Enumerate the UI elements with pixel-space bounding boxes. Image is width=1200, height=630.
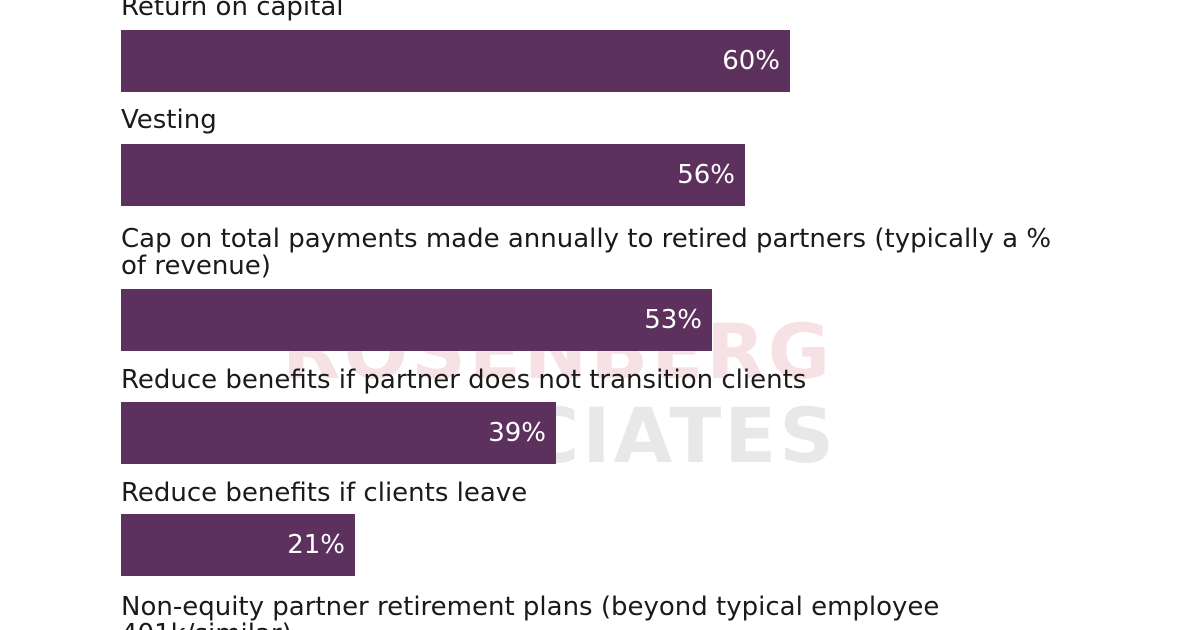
category-label: Non-equity partner retirement plans (bey… xyxy=(121,592,940,630)
bar xyxy=(121,514,355,576)
bar xyxy=(121,144,745,206)
category-label: Reduce benefits if clients leave xyxy=(121,478,528,508)
category-label: Reduce benefits if partner does not tran… xyxy=(121,365,807,395)
category-label: Cap on total payments made annually to r… xyxy=(121,224,1052,281)
bar xyxy=(121,30,790,92)
category-label: Return on capital xyxy=(121,0,344,22)
bar xyxy=(121,289,712,351)
bar-value-label: 60% xyxy=(722,46,780,76)
bar-value-label: 56% xyxy=(677,160,735,190)
bar xyxy=(121,402,556,464)
category-label: Vesting xyxy=(121,105,217,135)
bar-value-label: 21% xyxy=(287,530,345,560)
bar-value-label: 53% xyxy=(644,305,702,335)
bar-value-label: 39% xyxy=(488,418,546,448)
